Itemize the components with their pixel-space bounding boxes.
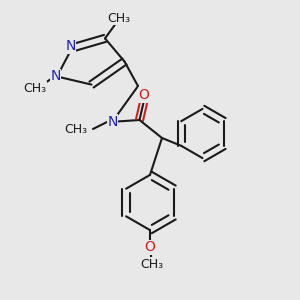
Text: CH₃: CH₃ [140,258,163,271]
Text: N: N [65,40,76,53]
Text: CH₃: CH₃ [23,82,46,95]
Text: CH₃: CH₃ [64,122,88,136]
Text: O: O [139,88,149,102]
Text: N: N [50,70,61,83]
Text: CH₃: CH₃ [107,12,130,25]
Text: O: O [145,240,155,254]
Text: N: N [107,115,118,128]
